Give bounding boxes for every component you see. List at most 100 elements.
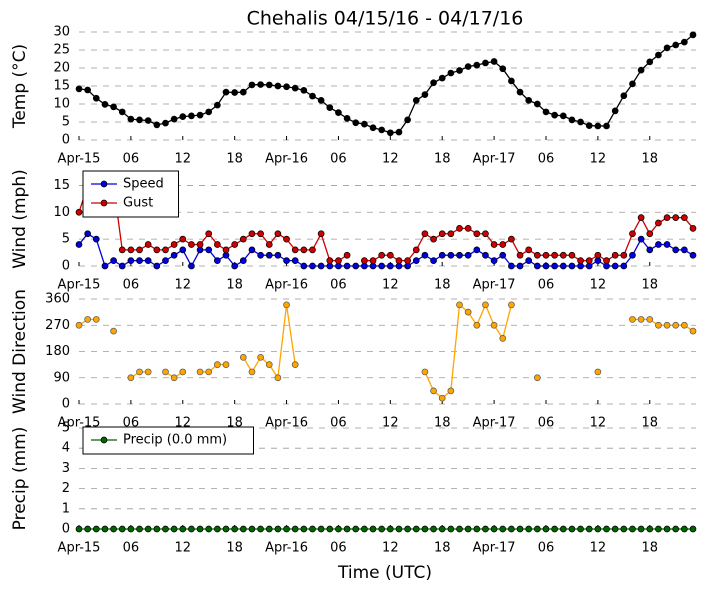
data-point [508, 235, 515, 243]
data-point [482, 301, 489, 309]
data-point [629, 230, 636, 238]
data-point [456, 225, 463, 232]
data-point [343, 525, 351, 533]
x-tick-label: Apr-16 [265, 541, 308, 556]
data-point [447, 387, 455, 395]
data-point [127, 257, 135, 264]
y-tick-label: 2 [62, 481, 70, 496]
data-point [75, 85, 83, 93]
data-point [594, 122, 602, 130]
data-point [248, 230, 256, 238]
data-point [291, 525, 299, 533]
x-tick-label: Apr-17 [473, 416, 516, 431]
data-point [663, 241, 671, 248]
data-point [603, 525, 610, 533]
data-point [516, 525, 524, 533]
data-point [620, 262, 628, 270]
data-point [110, 327, 117, 335]
data-point [473, 246, 481, 254]
data-point [464, 63, 472, 70]
y-tick-label: 5 [62, 115, 70, 130]
data-point [637, 235, 645, 243]
data-point [395, 525, 403, 533]
data-point [170, 115, 178, 123]
data-point [257, 230, 264, 238]
data-point [110, 525, 117, 533]
x-tick-label: Apr-17 [473, 541, 516, 556]
data-point [170, 241, 178, 248]
data-point [127, 246, 135, 254]
x-tick-label: Apr-17 [473, 278, 516, 293]
data-point [482, 525, 489, 533]
data-point [663, 44, 671, 52]
y-axis-label: Wind Direction [10, 289, 30, 414]
data-point [170, 374, 178, 382]
data-point [447, 251, 455, 259]
x-tick-label: 12 [590, 416, 607, 431]
data-point [283, 83, 290, 91]
data-point [274, 251, 282, 259]
data-point [386, 251, 394, 259]
data-point [629, 80, 636, 88]
data-point [309, 246, 316, 254]
data-point [291, 84, 299, 92]
x-tick-label: 06 [123, 152, 140, 167]
data-point [343, 115, 351, 122]
data-point [655, 321, 662, 329]
data-point [352, 119, 360, 127]
legend-label: Gust [123, 196, 153, 211]
y-tick-label: 270 [45, 318, 70, 333]
data-point [490, 58, 498, 65]
data-point [214, 101, 221, 109]
data-point [637, 66, 645, 74]
data-point [542, 108, 550, 116]
y-tick-label: 20 [53, 61, 70, 76]
x-tick-label: 12 [590, 152, 607, 167]
data-point [620, 251, 628, 259]
data-point [577, 118, 584, 126]
data-point [378, 262, 386, 270]
data-point [611, 525, 619, 533]
data-point [473, 321, 481, 329]
data-point [274, 374, 282, 382]
data-point [188, 262, 195, 270]
data-point [300, 262, 308, 270]
x-tick-label: 12 [382, 416, 399, 431]
data-point [248, 81, 256, 89]
data-point [508, 262, 515, 270]
data-point [421, 230, 429, 238]
x-tick-label: Apr-17 [473, 152, 516, 167]
data-point [585, 525, 593, 533]
data-point [594, 525, 602, 533]
x-tick-label: 12 [590, 541, 607, 556]
y-tick-label: 15 [53, 79, 70, 94]
legend-marker [100, 199, 108, 207]
x-tick-label: 18 [641, 278, 658, 293]
x-tick-label: 06 [123, 541, 140, 556]
data-point [205, 108, 213, 116]
data-point [196, 525, 204, 533]
data-point [222, 88, 230, 96]
data-point [533, 374, 541, 382]
data-point [551, 251, 558, 259]
data-point [231, 262, 239, 270]
x-tick-label: 06 [123, 278, 140, 293]
data-point [620, 525, 628, 533]
data-point [144, 241, 152, 248]
data-point [283, 301, 290, 309]
y-tick-label: 25 [53, 43, 70, 58]
data-point [110, 257, 117, 264]
data-point [404, 257, 411, 264]
data-point [257, 81, 264, 88]
data-point [257, 251, 264, 259]
data-point [386, 129, 394, 137]
data-point [516, 88, 524, 96]
data-point [309, 92, 316, 100]
x-tick-label: 06 [330, 541, 347, 556]
data-point [499, 335, 507, 342]
data-point [170, 525, 178, 533]
data-point [84, 316, 91, 323]
y-tick-label: 30 [53, 25, 70, 40]
x-tick-label: Apr-16 [265, 416, 308, 431]
x-tick-label: 18 [434, 278, 451, 293]
